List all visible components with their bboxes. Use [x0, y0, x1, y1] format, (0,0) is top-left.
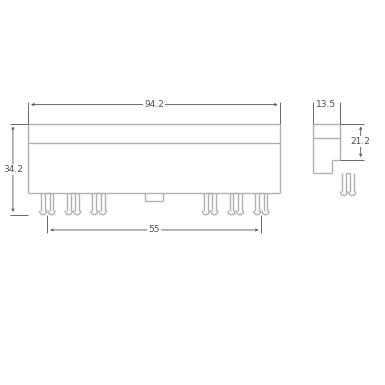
Text: 21.2: 21.2 [351, 137, 371, 146]
Text: 13.5: 13.5 [316, 100, 336, 109]
Text: 55: 55 [149, 226, 160, 234]
Text: 34.2: 34.2 [3, 165, 23, 174]
Text: 94.2: 94.2 [144, 100, 164, 109]
